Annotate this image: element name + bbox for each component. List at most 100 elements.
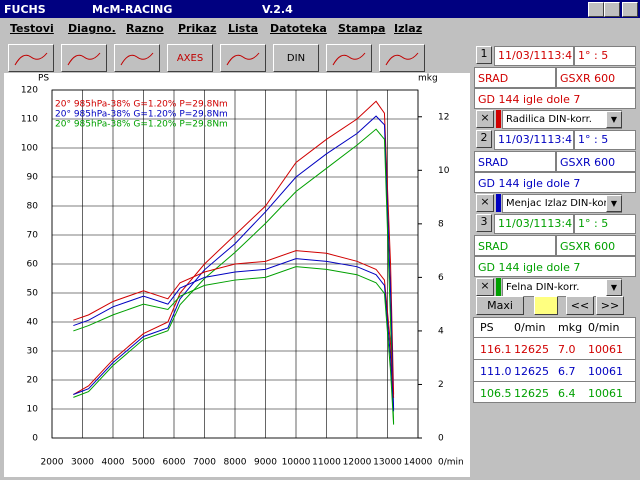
run-datetime: 11/03/1113:47 (494, 46, 574, 66)
run-color (496, 278, 501, 296)
y-tick-label: 20 (27, 376, 39, 386)
run-date: 11/03/11 (498, 217, 548, 230)
results-header: 0/min (514, 321, 546, 334)
x-tick-label: 9000 (254, 458, 277, 468)
menu-item[interactable]: Prikaz (178, 22, 217, 35)
results-cell: 6.7 (558, 365, 576, 378)
dropdown-arrow[interactable]: ▼ (606, 279, 622, 296)
run-time: 13:47 (547, 133, 573, 146)
y-tick-label: 30 (27, 347, 39, 357)
results-cell: 10061 (588, 365, 623, 378)
x-tick-label: 3000 (71, 458, 94, 468)
toolbar-icon (385, 52, 419, 66)
data-line (73, 266, 395, 425)
results-header: 0/min (588, 321, 620, 334)
menu-item[interactable]: Razno (126, 22, 164, 35)
plot-frame (51, 89, 419, 439)
x-axis-label: 0/min (438, 458, 464, 468)
results-cell: 12625 (514, 365, 549, 378)
toolbar-button[interactable]: AXES (167, 44, 213, 72)
menu-item[interactable]: Izlaz (394, 22, 423, 35)
run-color (496, 194, 501, 212)
run-number[interactable]: 2 (476, 130, 492, 148)
y-tick-label: 90 (27, 173, 39, 183)
toolbar-button[interactable] (220, 44, 266, 72)
y2-tick-label: 0 (438, 434, 444, 444)
toolbar-button[interactable]: DIN (273, 44, 319, 72)
x-tick-label: 12000 (343, 458, 372, 468)
app-name: McM-RACING (92, 3, 173, 16)
menu-item[interactable]: Datoteka (270, 22, 327, 35)
remove-button[interactable]: × (476, 194, 494, 212)
y2-tick-label: 2 (438, 380, 444, 390)
maxi-button[interactable]: Maxi (476, 296, 524, 315)
data-line (73, 250, 395, 398)
toolbar-button[interactable] (379, 44, 425, 72)
run-gear: 1° : 5 (574, 130, 636, 150)
toolbar-icon (226, 52, 260, 66)
toolbar-button[interactable] (8, 44, 54, 72)
chart: 2000 3000 4000 5000 6000 7000 8000 9000 10000 110… (4, 73, 470, 477)
results-cell: 111.0 (480, 365, 512, 378)
version: V.2.4 (262, 3, 293, 16)
run-bike: GSXR 600 (556, 235, 636, 256)
x-tick-label: 13000 (373, 458, 402, 468)
zoom-button[interactable] (534, 296, 558, 315)
run-date: 11/03/11 (498, 49, 548, 62)
y-tick-label: 10 (27, 405, 39, 415)
toolbar-button[interactable] (326, 44, 372, 72)
menu-item[interactable]: Stampa (338, 22, 386, 35)
run-model: SRAD (474, 67, 556, 88)
toolbar-icon (120, 52, 154, 66)
y2-axis-label: mkg (418, 74, 438, 84)
prev-button[interactable]: << (566, 296, 594, 315)
y-tick-label: 40 (27, 318, 39, 328)
y-tick-label: 70 (27, 231, 39, 241)
run-number[interactable]: 3 (476, 214, 492, 232)
run-datetime: 11/03/1113:47 (494, 130, 574, 150)
run-number[interactable]: 1 (476, 46, 492, 64)
toolbar-icon (332, 52, 366, 66)
next-button[interactable]: >> (596, 296, 624, 315)
y-tick-label: 80 (27, 202, 39, 212)
y-axis-label: PS (38, 74, 49, 84)
dropdown-arrow[interactable]: ▼ (606, 111, 622, 128)
correction-select[interactable]: Radilica DIN-korr. (502, 110, 622, 129)
title-bar: FUCHS McM-RACING V.2.4 (0, 0, 640, 18)
run-bike: GSXR 600 (556, 151, 636, 172)
x-tick-label: 8000 (224, 458, 247, 468)
close-button[interactable] (622, 2, 638, 17)
toolbar-button[interactable] (114, 44, 160, 72)
y-tick-label: 120 (21, 86, 38, 96)
results-table (473, 317, 636, 403)
chart-background (4, 73, 470, 477)
run-time: 13:47 (547, 49, 573, 62)
correction-select[interactable]: Felna DIN-korr. (502, 278, 622, 297)
results-cell: 116.1 (480, 343, 512, 356)
run-model: SRAD (474, 151, 556, 172)
minimize-button[interactable] (588, 2, 604, 17)
run-color (496, 110, 501, 128)
run-bike: GSXR 600 (556, 67, 636, 88)
x-tick-label: 4000 (102, 458, 125, 468)
toolbar-button[interactable] (61, 44, 107, 72)
toolbar-icon (14, 52, 48, 66)
dropdown-arrow[interactable]: ▼ (606, 195, 622, 212)
menu-item[interactable]: Lista (228, 22, 259, 35)
y2-tick-label: 8 (438, 219, 444, 229)
legend-entry: 20° 985hPa-38% G=1.20% P=29.8Nm (55, 100, 228, 110)
legend-entry: 20° 985hPa-38% G=1.20% P=29.8Nm (55, 120, 228, 130)
menu-item[interactable]: Testovi (10, 22, 54, 35)
run-date: 11/03/11 (498, 133, 548, 146)
maximize-button[interactable] (604, 2, 620, 17)
remove-button[interactable]: × (476, 278, 494, 296)
results-cell: 6.4 (558, 387, 576, 400)
remove-button[interactable]: × (476, 110, 494, 128)
correction-select[interactable]: Menjac Izlaz DIN-korr. (502, 194, 622, 213)
x-tick-label: 14000 (404, 458, 433, 468)
menu-item[interactable]: Diagno. (68, 22, 116, 35)
data-line (73, 100, 395, 395)
row-divider (474, 381, 635, 382)
x-tick-label: 5000 (132, 458, 155, 468)
